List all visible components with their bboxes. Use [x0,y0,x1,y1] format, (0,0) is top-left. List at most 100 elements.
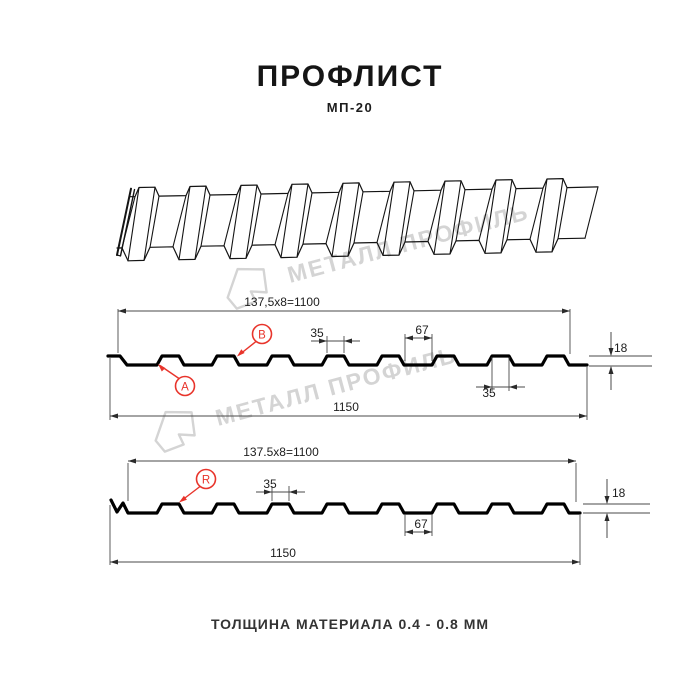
dimension-arrowhead [405,335,413,341]
metal-profil-logo-icon [154,410,196,453]
rib-edge-line [500,179,513,254]
dim-overall-label-r: 1150 [270,546,296,560]
rib-edge-line [551,178,564,253]
dimension-arrowhead [608,366,614,374]
dim-rib-top-label-a: 35 [310,326,324,340]
rib-edge-line [245,184,258,259]
section-r-drawing: 137.5x8=1100 35 67 18 1150 R [109,445,650,565]
dimension-arrowhead [572,559,580,565]
dimension-arrowhead [237,349,245,357]
marker-a-circle [174,375,196,397]
rib-edge-line [149,195,160,248]
dimension-arrowhead [128,458,136,464]
rib-edge-line [223,193,238,247]
sheet-left-edge [116,187,132,256]
material-thickness-note: ТОЛЩИНА МАТЕРИАЛА 0.4 - 0.8 ММ [210,616,490,632]
rib-edge-line [484,179,497,254]
section-ab-profile [106,354,589,367]
rib-3d [478,179,517,254]
section-r-profile [109,498,582,515]
page-subtitle: МП-20 [326,100,374,115]
sheet-left-edge [116,254,122,257]
dimension-arrowhead [344,338,352,344]
rib-edge-line [376,190,391,244]
rib-edge-line [449,180,462,255]
rib-edge-line [455,189,466,242]
dimension-arrowhead [118,308,126,314]
dimension-arrowhead [110,413,118,419]
marker-r-label: R [202,474,210,486]
watermark-text: МЕТАЛЛ ПРОФИЛЬ [285,198,532,288]
rib-edge-line [178,185,191,261]
marker-a-label: A [181,381,189,393]
rib-edge-line [427,189,442,243]
page-title: ПРОФЛИСТ [256,60,444,93]
dim-rib-top-label-r: 35 [263,477,277,491]
watermark-lower: МЕТАЛЛ ПРОФИЛЬ [154,341,460,453]
rib-edge-line [302,192,313,245]
dim-pitch-label-r: 137.5x8=1100 [243,445,319,459]
rib-edge-line [535,178,548,253]
dimension-arrowhead [264,489,272,495]
rib-edge-line [557,187,568,240]
rib-3d [376,181,415,256]
rib-3d [172,185,211,261]
dimension-arrowhead [568,458,576,464]
rib-edge-line [200,194,211,247]
dimension-arrowhead [424,529,432,535]
rib-edge-line [251,193,262,246]
dimension-arrowhead [604,513,610,521]
dim-valley-label-a: 67 [415,323,429,337]
dimension-arrowhead [509,384,517,390]
rib-edge-line [353,191,364,244]
rib-3d [274,183,313,259]
rib-edge-line [347,182,360,257]
dimension-arrowhead [405,529,413,535]
rib-edge-line [506,188,517,241]
dimension-arrowhead [579,413,587,419]
marker-r-circle [195,468,217,490]
rib-edge-line [143,186,156,261]
rib-edge-line [274,192,289,246]
profile-3d-view [116,178,599,262]
rib-edge-line [325,191,340,245]
dimension-arrowhead [608,348,614,356]
rib-edge-line [127,186,140,262]
rib-edge-line [194,185,207,260]
rib-edge-line [280,183,293,259]
rib-3d [529,178,568,253]
dim-height-label-r: 18 [612,486,626,500]
marker-b-circle [251,323,273,345]
rib-3d [427,180,466,255]
sheet-right-edge [584,186,599,239]
metal-profil-logo-icon [226,267,268,310]
sheet-far-edge [129,178,599,198]
rib-3d [223,184,262,260]
dimension-arrowhead [484,384,492,390]
rib-edge-line [433,180,446,255]
rib-edge-line [478,188,493,241]
rib-3d [325,182,364,258]
dim-pitch-label-a: 137,5x8=1100 [244,295,320,309]
rib-edge-line [296,183,309,258]
dimension-arrowhead [319,338,327,344]
dimension-arrowhead [110,559,118,565]
rib-edge-line [229,184,242,260]
rib-edge-line [331,182,344,258]
dim-rib-top2-label-a: 35 [482,386,496,400]
rib-edge-line [404,190,415,243]
rib-edge-line [398,181,411,256]
marker-b-label: B [258,329,266,341]
dimension-arrowhead [424,335,432,341]
dimension-arrowhead [179,495,187,503]
rib-edge-line [529,187,544,240]
rib-edge-line [382,181,395,256]
sheet-left-edge [119,188,136,257]
section-ab-drawing: 137,5x8=1100 35 67 18 35 1150 A B [106,295,652,420]
dimension-arrowhead [604,496,610,504]
dimension-arrowhead [158,364,166,372]
dim-height-label-a: 18 [614,341,628,355]
sheet-front-edge [116,237,586,262]
